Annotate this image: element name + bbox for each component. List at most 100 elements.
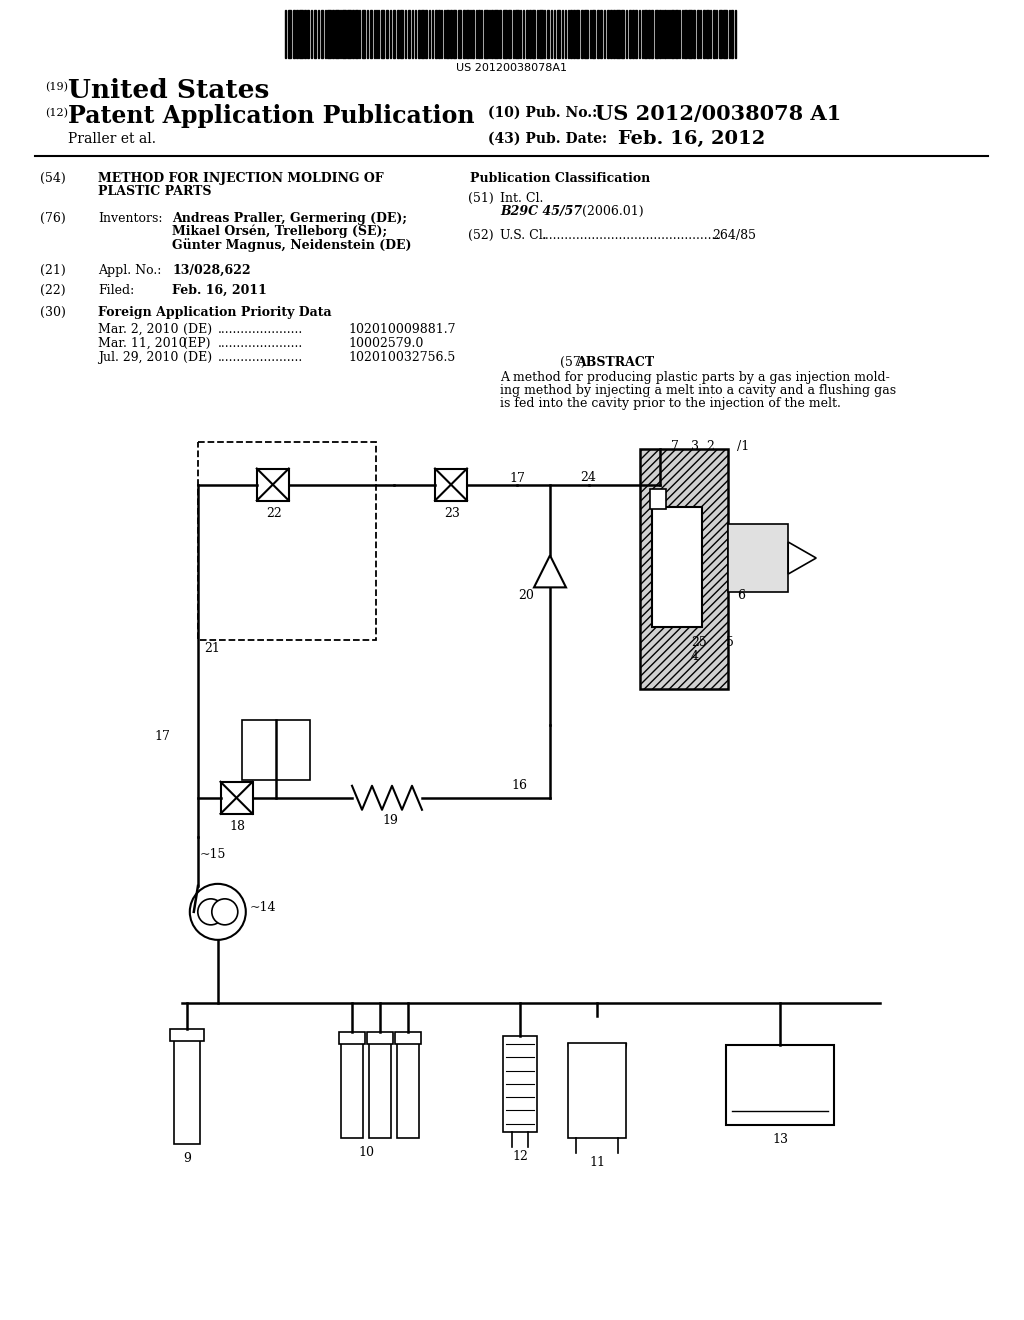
Text: 2: 2 <box>707 440 714 453</box>
Text: A method for producing plastic parts by a gas injection mold-: A method for producing plastic parts by … <box>500 371 890 384</box>
Text: Int. Cl.: Int. Cl. <box>500 191 544 205</box>
Bar <box>296 11 298 58</box>
Bar <box>713 11 715 58</box>
Bar <box>621 11 624 58</box>
Text: PLASTIC PARTS: PLASTIC PARTS <box>98 185 212 198</box>
Bar <box>682 11 683 58</box>
Bar <box>367 11 368 58</box>
Text: (2006.01): (2006.01) <box>582 205 644 218</box>
Bar <box>654 11 658 58</box>
Text: (10) Pub. No.:: (10) Pub. No.: <box>488 106 597 120</box>
Bar <box>728 11 730 58</box>
Bar <box>257 469 289 500</box>
Text: B29C 45/57: B29C 45/57 <box>500 205 582 218</box>
Text: 12: 12 <box>512 1150 528 1163</box>
Text: Publication Classification: Publication Classification <box>470 172 650 185</box>
Bar <box>438 11 439 58</box>
Bar <box>174 1039 200 1143</box>
Bar <box>573 11 574 58</box>
Bar <box>640 449 728 689</box>
Text: Praller et al.: Praller et al. <box>68 132 156 147</box>
Bar <box>703 11 705 58</box>
Bar <box>342 11 345 58</box>
Bar <box>347 11 350 58</box>
Text: 22: 22 <box>266 507 282 520</box>
Circle shape <box>212 899 238 925</box>
Bar <box>299 11 302 58</box>
Text: 24: 24 <box>580 470 596 483</box>
Bar <box>317 11 319 58</box>
Polygon shape <box>534 556 566 587</box>
Bar <box>671 11 674 58</box>
Bar <box>723 11 726 58</box>
Bar <box>355 11 357 58</box>
Circle shape <box>189 884 246 940</box>
Text: US 20120038078A1: US 20120038078A1 <box>457 63 567 73</box>
Text: Inventors:: Inventors: <box>98 213 163 224</box>
Text: 11: 11 <box>589 1156 605 1170</box>
Bar <box>198 442 376 640</box>
Text: ~14: ~14 <box>250 902 276 915</box>
Text: (19): (19) <box>45 82 68 92</box>
Bar <box>528 11 530 58</box>
Text: 4: 4 <box>691 649 698 663</box>
Text: Jul. 29, 2010: Jul. 29, 2010 <box>98 351 178 364</box>
Text: ~15: ~15 <box>200 849 226 861</box>
Text: 10: 10 <box>358 1146 374 1159</box>
Bar <box>556 11 560 58</box>
Bar <box>494 11 498 58</box>
Text: 18: 18 <box>229 820 246 833</box>
Text: 264/85: 264/85 <box>712 228 756 242</box>
Text: (21): (21) <box>40 264 66 277</box>
Text: Appl. No.:: Appl. No.: <box>98 264 162 277</box>
Bar <box>531 11 535 58</box>
Text: 102010009881.7: 102010009881.7 <box>348 323 456 337</box>
Text: 102010032756.5: 102010032756.5 <box>348 351 456 364</box>
Bar <box>650 488 667 510</box>
Bar <box>539 11 543 58</box>
Bar <box>684 11 686 58</box>
Bar <box>726 1044 834 1125</box>
Bar <box>675 11 678 58</box>
Bar <box>564 11 566 58</box>
Bar <box>581 11 583 58</box>
Bar <box>242 721 310 780</box>
Text: 17: 17 <box>155 730 170 743</box>
Bar <box>610 11 611 58</box>
Bar <box>659 11 660 58</box>
Text: ......................: ...................... <box>218 351 303 364</box>
Text: ABSTRACT: ABSTRACT <box>575 356 654 370</box>
Text: Mar. 2, 2010: Mar. 2, 2010 <box>98 323 178 337</box>
Text: 13/028,622: 13/028,622 <box>172 264 251 277</box>
Text: Mikael Orsén, Trelleborg (SE);: Mikael Orsén, Trelleborg (SE); <box>172 224 387 239</box>
Bar <box>327 11 331 58</box>
Text: 25: 25 <box>691 636 707 649</box>
Bar <box>648 11 649 58</box>
Bar <box>696 11 699 58</box>
Bar <box>606 11 609 58</box>
Bar <box>652 507 702 627</box>
Bar <box>731 11 732 58</box>
Bar <box>508 11 511 58</box>
Bar <box>321 11 323 58</box>
Text: 5: 5 <box>726 636 734 649</box>
Bar <box>488 11 490 58</box>
Bar <box>503 11 507 58</box>
Bar <box>629 11 631 58</box>
Bar <box>504 1036 538 1131</box>
Text: 13: 13 <box>772 1133 788 1146</box>
Bar <box>306 11 308 58</box>
Text: ......................: ...................... <box>218 337 303 350</box>
Text: (30): (30) <box>40 306 66 319</box>
Bar <box>616 11 620 58</box>
Bar <box>463 11 465 58</box>
Bar <box>397 11 399 58</box>
Bar <box>313 11 316 58</box>
Bar <box>408 11 410 58</box>
Bar <box>421 11 424 58</box>
Text: Günter Magnus, Neidenstein (DE): Günter Magnus, Neidenstein (DE) <box>172 238 412 252</box>
Text: (EP): (EP) <box>183 337 211 350</box>
Bar <box>335 11 339 58</box>
Text: (76): (76) <box>40 213 66 224</box>
Bar <box>351 11 353 58</box>
